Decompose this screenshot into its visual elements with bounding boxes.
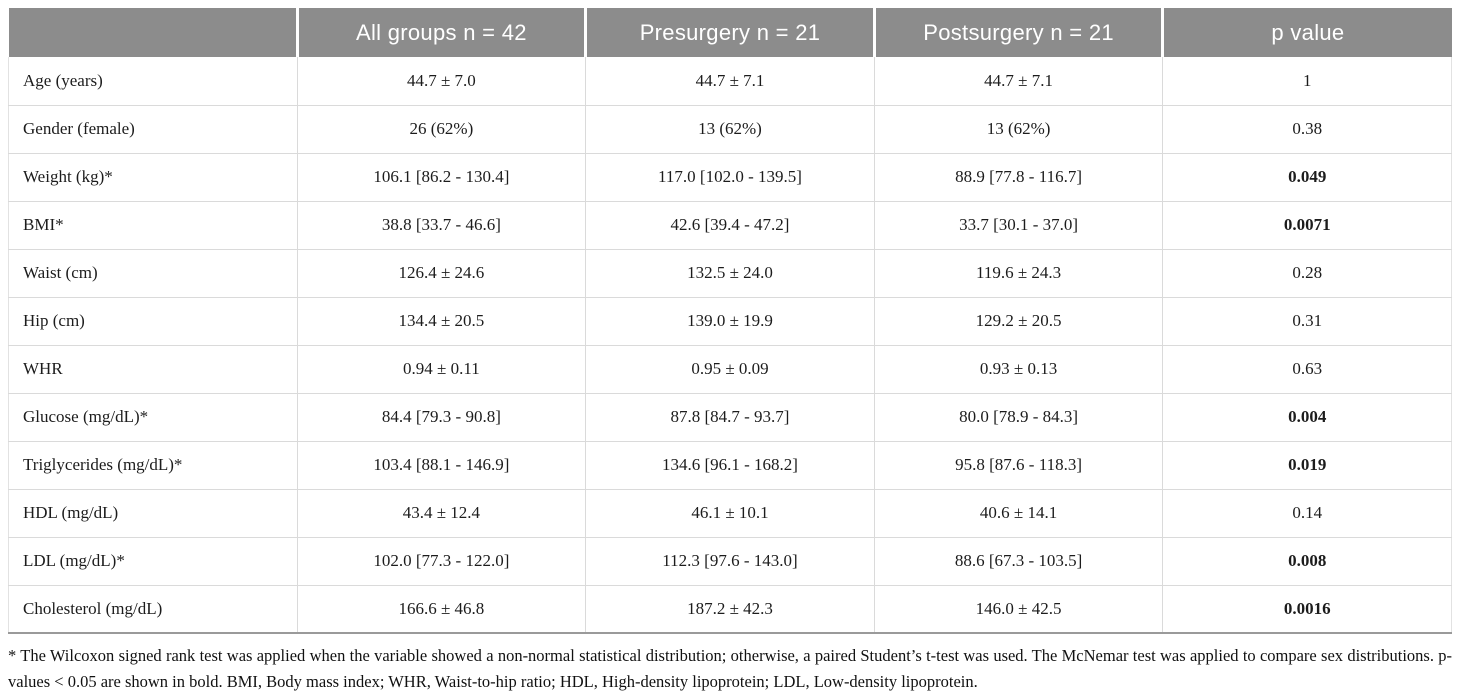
table-row: Gender (female) 26 (62%) 13 (62%) 13 (62%) 0… (8, 104, 1452, 154)
row-label: Triglycerides (mg/dL)* (8, 440, 298, 490)
presurgery-value: 132.5 ± 24.0 (585, 248, 875, 298)
table-row: Cholesterol (mg/dL) 166.6 ± 46.8 187.2 ± 4… (8, 584, 1452, 634)
table-row: Weight (kg)* 106.1 [86.2 - 130.4] 117.0 [1… (8, 152, 1452, 202)
presurgery-value: 13 (62%) (585, 104, 875, 154)
p-value: 0.019 (1162, 440, 1452, 490)
all-groups-value: 102.0 [77.3 - 122.0] (296, 536, 587, 586)
p-value: 1 (1162, 57, 1452, 106)
all-groups-value: 44.7 ± 7.0 (296, 57, 587, 106)
all-groups-value: 0.94 ± 0.11 (296, 344, 587, 394)
p-value: 0.63 (1162, 344, 1452, 394)
row-label: Weight (kg)* (8, 152, 298, 202)
p-value: 0.28 (1162, 248, 1452, 298)
postsurgery-value: 40.6 ± 14.1 (873, 488, 1164, 538)
postsurgery-value: 33.7 [30.1 - 37.0] (873, 200, 1164, 250)
table-row: HDL (mg/dL) 43.4 ± 12.4 46.1 ± 10.1 40.6 ± … (8, 488, 1452, 538)
presurgery-value: 87.8 [84.7 - 93.7] (585, 392, 875, 442)
table-header: All groups n = 42 Presurgery n = 21 Post… (8, 8, 1452, 57)
all-groups-value: 38.8 [33.7 - 46.6] (296, 200, 587, 250)
row-label: WHR (8, 344, 298, 394)
header-p-value: p value (1161, 8, 1452, 57)
table-footnote: * The Wilcoxon signed rank test was appl… (8, 646, 1452, 691)
presurgery-value: 112.3 [97.6 - 143.0] (585, 536, 875, 586)
all-groups-value: 106.1 [86.2 - 130.4] (296, 152, 587, 202)
p-value: 0.004 (1162, 392, 1452, 442)
presurgery-value: 42.6 [39.4 - 47.2] (585, 200, 875, 250)
postsurgery-value: 80.0 [78.9 - 84.3] (873, 392, 1164, 442)
p-value: 0.31 (1162, 296, 1452, 346)
row-label: Waist (cm) (8, 248, 298, 298)
p-value: 0.008 (1162, 536, 1452, 586)
postsurgery-value: 88.6 [67.3 - 103.5] (873, 536, 1164, 586)
postsurgery-value: 44.7 ± 7.1 (873, 57, 1164, 106)
row-label: BMI* (8, 200, 298, 250)
p-value: 0.0016 (1162, 584, 1452, 634)
postsurgery-value: 0.93 ± 0.13 (873, 344, 1164, 394)
row-label: Glucose (mg/dL)* (8, 392, 298, 442)
postsurgery-value: 95.8 [87.6 - 118.3] (873, 440, 1164, 490)
presurgery-value: 139.0 ± 19.9 (585, 296, 875, 346)
p-value: 0.14 (1162, 488, 1452, 538)
row-label: Cholesterol (mg/dL) (8, 584, 298, 634)
all-groups-value: 26 (62%) (296, 104, 587, 154)
all-groups-value: 103.4 [88.1 - 146.9] (296, 440, 587, 490)
presurgery-value: 134.6 [96.1 - 168.2] (585, 440, 875, 490)
row-label: Age (years) (8, 57, 298, 106)
all-groups-value: 84.4 [79.3 - 90.8] (296, 392, 587, 442)
table-row: Glucose (mg/dL)* 84.4 [79.3 - 90.8] 87.8 [… (8, 392, 1452, 442)
table-body: Age (years) 44.7 ± 7.0 44.7 ± 7.1 44.7 ± 7.… (8, 57, 1452, 634)
table-row: LDL (mg/dL)* 102.0 [77.3 - 122.0] 112.3 [9… (8, 536, 1452, 586)
postsurgery-value: 119.6 ± 24.3 (873, 248, 1164, 298)
presurgery-value: 0.95 ± 0.09 (585, 344, 875, 394)
postsurgery-value: 129.2 ± 20.5 (873, 296, 1164, 346)
table-row: Triglycerides (mg/dL)* 103.4 [88.1 - 146.… (8, 440, 1452, 490)
postsurgery-value: 13 (62%) (873, 104, 1164, 154)
p-value: 0.049 (1162, 152, 1452, 202)
all-groups-value: 134.4 ± 20.5 (296, 296, 587, 346)
presurgery-value: 187.2 ± 42.3 (585, 584, 875, 634)
header-row: All groups n = 42 Presurgery n = 21 Post… (8, 8, 1452, 57)
row-label: Hip (cm) (8, 296, 298, 346)
presurgery-value: 46.1 ± 10.1 (585, 488, 875, 538)
p-value: 0.0071 (1162, 200, 1452, 250)
table-row: Hip (cm) 134.4 ± 20.5 139.0 ± 19.9 129.2 ± … (8, 296, 1452, 346)
header-presurgery: Presurgery n = 21 (584, 8, 875, 57)
row-label: Gender (female) (8, 104, 298, 154)
header-all-groups: All groups n = 42 (295, 8, 586, 57)
table-row: Waist (cm) 126.4 ± 24.6 132.5 ± 24.0 119.6 … (8, 248, 1452, 298)
header-postsurgery: Postsurgery n = 21 (872, 8, 1163, 57)
all-groups-value: 43.4 ± 12.4 (296, 488, 587, 538)
table-row: BMI* 38.8 [33.7 - 46.6] 42.6 [39.4 - 47.2]… (8, 200, 1452, 250)
postsurgery-value: 146.0 ± 42.5 (873, 584, 1164, 634)
baseline-characteristics-table: All groups n = 42 Presurgery n = 21 Post… (8, 8, 1452, 634)
row-label: HDL (mg/dL) (8, 488, 298, 538)
postsurgery-value: 88.9 [77.8 - 116.7] (873, 152, 1164, 202)
row-label: LDL (mg/dL)* (8, 536, 298, 586)
presurgery-value: 44.7 ± 7.1 (585, 57, 875, 106)
all-groups-value: 126.4 ± 24.6 (296, 248, 587, 298)
table-row: Age (years) 44.7 ± 7.0 44.7 ± 7.1 44.7 ± 7.… (8, 57, 1452, 106)
all-groups-value: 166.6 ± 46.8 (296, 584, 587, 634)
header-empty-cell (8, 8, 298, 57)
p-value: 0.38 (1162, 104, 1452, 154)
table-row: WHR 0.94 ± 0.11 0.95 ± 0.09 0.93 ± 0.13 0.63 (8, 344, 1452, 394)
presurgery-value: 117.0 [102.0 - 139.5] (585, 152, 875, 202)
